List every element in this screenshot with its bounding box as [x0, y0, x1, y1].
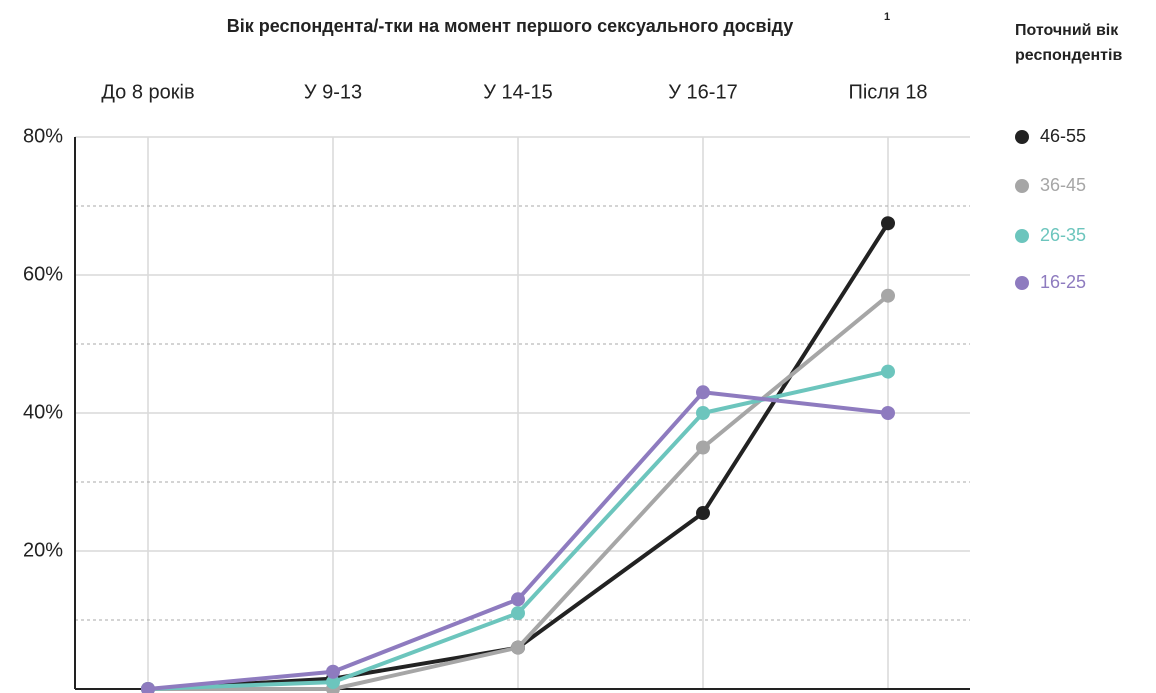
legend-label: 46-55 [1040, 126, 1086, 146]
point [881, 288, 895, 303]
point [696, 440, 710, 455]
point [881, 364, 895, 379]
x-tick-label: У 16-17 [668, 81, 737, 103]
legend-marker [1015, 229, 1029, 243]
point [326, 664, 340, 679]
x-tick-label: У 9-13 [304, 81, 362, 103]
point [511, 606, 525, 621]
legend-label: 16-25 [1040, 272, 1086, 292]
y-tick-label: 40% [23, 401, 63, 423]
point [881, 216, 895, 231]
legend-label: 26-35 [1040, 225, 1086, 245]
point [881, 406, 895, 420]
legend-title: Поточний вік [1015, 22, 1119, 39]
point [511, 640, 525, 655]
point [511, 592, 525, 607]
legend-marker [1015, 276, 1029, 290]
y-tick-label: 60% [23, 263, 63, 285]
point [696, 385, 710, 400]
chart-title: Вік респондента/-тки на момент першого с… [227, 16, 794, 36]
x-tick-label: У 14-15 [483, 81, 552, 103]
point [696, 506, 710, 521]
x-tick-label: До 8 років [101, 81, 194, 103]
point [141, 682, 155, 693]
legend-marker [1015, 179, 1029, 193]
y-tick-label: 80% [23, 125, 63, 147]
y-tick-label: 20% [23, 539, 63, 561]
legend-label: 36-45 [1040, 175, 1086, 195]
x-tick-label: Після 18 [848, 81, 927, 103]
point [326, 675, 340, 690]
legend-title: респондентів [1015, 47, 1122, 64]
legend-marker [1015, 130, 1029, 144]
title-note: 1 [884, 11, 890, 23]
point [696, 406, 710, 420]
